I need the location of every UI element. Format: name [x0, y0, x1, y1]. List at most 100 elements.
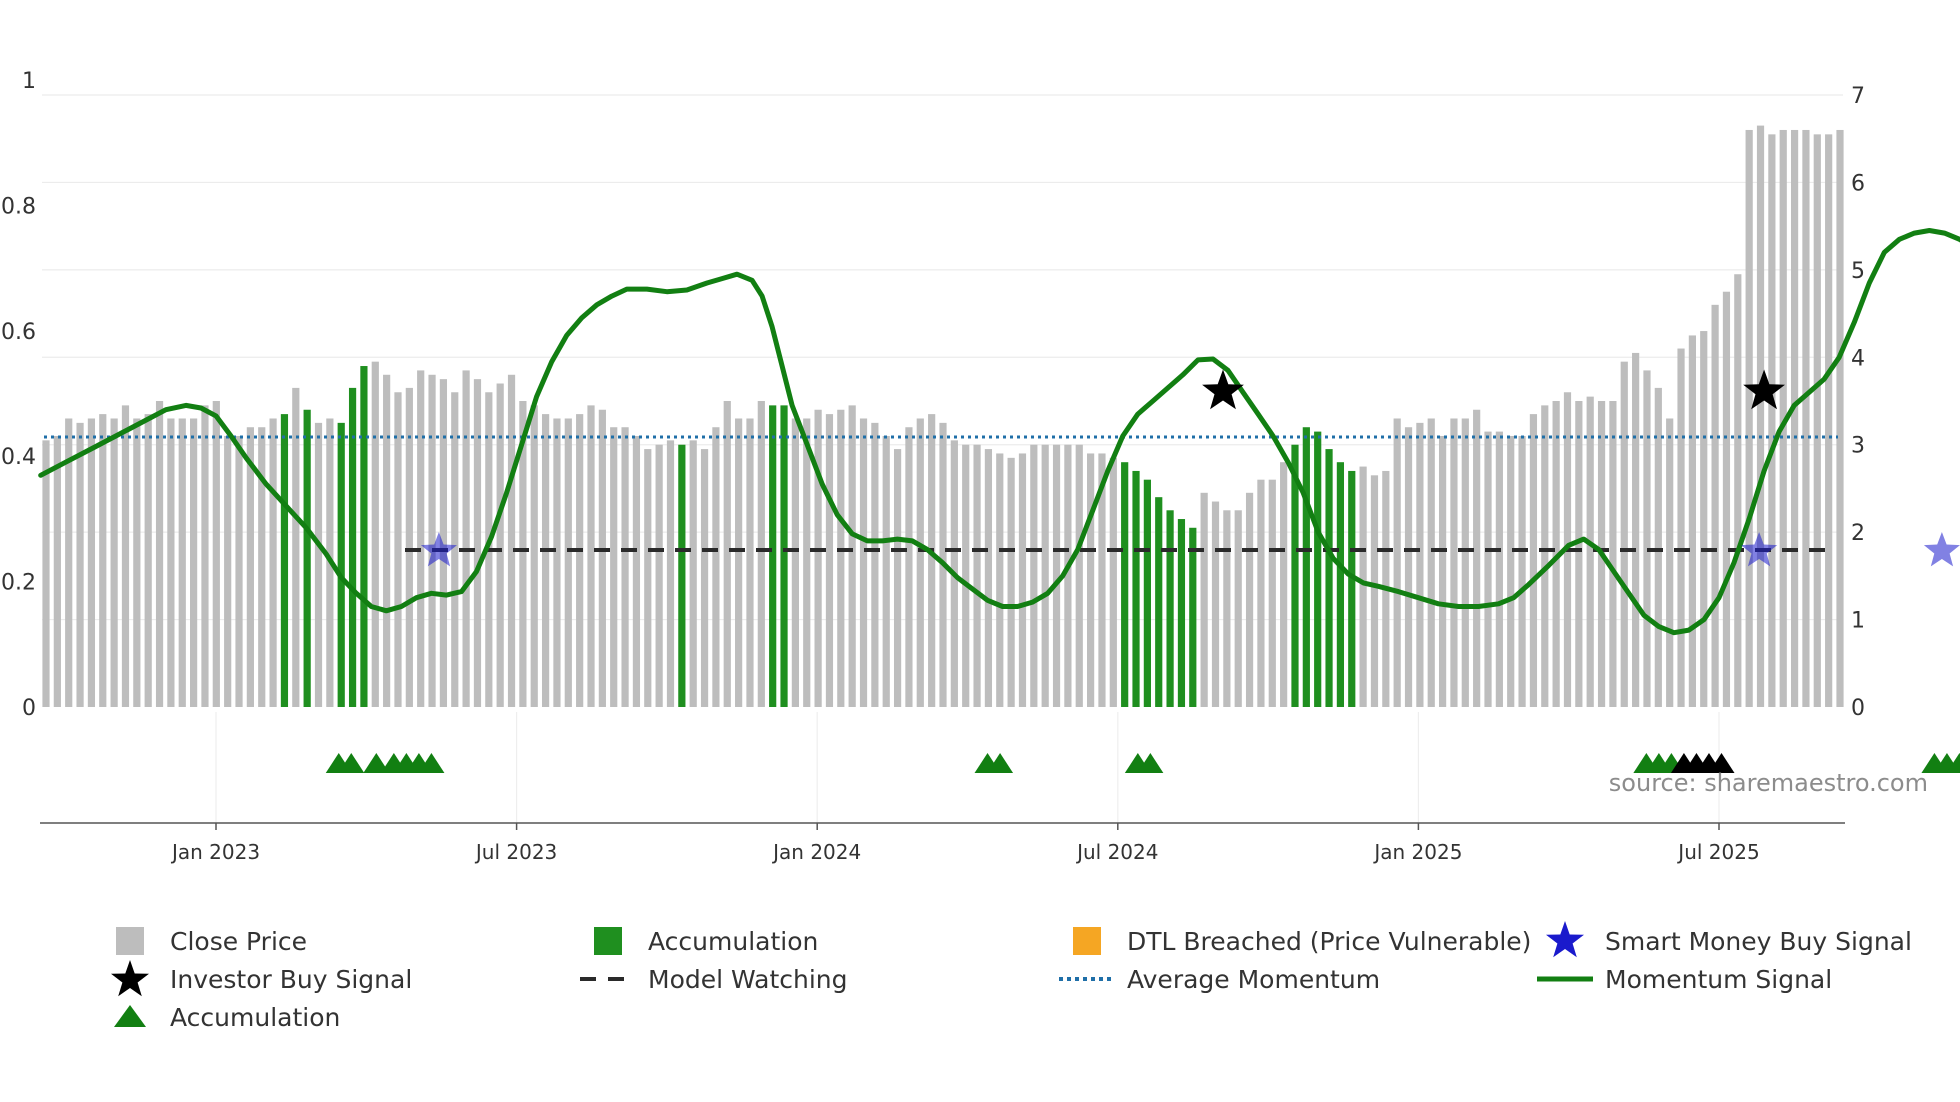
legend-swatch-smart-money	[1546, 921, 1584, 958]
accumulation-bar	[1348, 470, 1356, 707]
price-bar	[984, 449, 993, 707]
price-bar	[178, 418, 186, 707]
price-bar	[893, 449, 902, 707]
price-bar	[610, 427, 618, 707]
price-bar	[451, 392, 459, 707]
price-bar	[1200, 492, 1208, 707]
y-right-tick-0: 0	[1851, 696, 1865, 721]
price-bar	[201, 405, 209, 707]
price-bar	[757, 401, 765, 707]
y-axis-right: 0 1 2 3 4 5 6 7	[1851, 84, 1865, 721]
accumulation-triangle-1	[338, 753, 365, 773]
price-bar	[1223, 510, 1231, 707]
price-bar	[814, 409, 822, 707]
legend-label-0: Close Price	[170, 927, 307, 956]
price-bar	[1461, 418, 1469, 707]
price-bar	[1529, 414, 1538, 707]
price-bar	[587, 405, 595, 707]
price-bar	[1802, 129, 1810, 707]
x-tick-label-1: Jul 2023	[474, 840, 557, 864]
legend: Close Price Accumulation DTL Breached (Pri…	[111, 921, 1912, 1032]
price-bar	[383, 374, 391, 707]
legend-label-7: Momentum Signal	[1605, 965, 1832, 994]
accumulation-bar	[348, 387, 357, 707]
y-left-tick-2: 0.4	[1, 445, 36, 470]
price-bar	[655, 444, 663, 707]
accumulation-bar	[780, 405, 788, 707]
price-bar	[916, 418, 924, 707]
price-bar	[405, 387, 413, 707]
price-bar	[1234, 510, 1242, 707]
legend-item-0: Close Price	[116, 927, 307, 956]
price-bar	[473, 379, 482, 707]
legend-label-4: Investor Buy Signal	[170, 965, 412, 994]
price-bar	[973, 444, 981, 707]
accumulation-bar	[1121, 462, 1129, 707]
y-left-tick-1: 0.2	[1, 571, 36, 596]
legend-swatch-dtl	[1073, 927, 1101, 955]
price-bar	[666, 440, 675, 707]
price-bar	[1779, 129, 1787, 707]
accumulation-bar	[1177, 519, 1186, 707]
price-bar	[42, 440, 50, 707]
price-bar	[1064, 444, 1072, 707]
price-bar	[65, 418, 73, 707]
price-bar	[553, 418, 561, 707]
legend-swatch-accumulation	[594, 927, 622, 955]
x-axis: Jan 2023 Jul 2023 Jan 2024 Jul 2024 Jan 2025…	[40, 822, 1845, 864]
price-bar	[530, 405, 538, 707]
price-bar	[314, 422, 323, 707]
price-bar	[76, 422, 84, 707]
price-bar	[723, 401, 731, 707]
price-bar	[859, 418, 868, 707]
price-bar	[1438, 435, 1447, 707]
price-bar	[235, 435, 243, 707]
price-bar	[1268, 479, 1276, 707]
price-bar	[1654, 387, 1662, 707]
price-bar	[541, 414, 550, 707]
legend-item-6: Average Momentum	[1059, 965, 1380, 994]
price-bar	[1370, 475, 1379, 707]
accumulation-triangle-6	[418, 753, 445, 773]
price-bar	[996, 453, 1004, 707]
legend-label-1: Accumulation	[648, 927, 818, 956]
x-tick-label-5: Jul 2025	[1676, 840, 1759, 864]
y-right-tick-4: 4	[1851, 346, 1865, 371]
price-bar	[1018, 453, 1027, 707]
accumulation-bar	[360, 366, 368, 707]
legend-swatch-accumulation-marker	[114, 1005, 146, 1027]
accumulation-bar	[769, 405, 777, 707]
price-bar	[1245, 492, 1254, 707]
price-bar	[224, 435, 232, 707]
price-bar	[564, 418, 572, 707]
price-bar	[871, 422, 879, 707]
price-bar	[848, 405, 856, 707]
price-bar	[371, 361, 379, 707]
legend-item-7: Momentum Signal	[1537, 965, 1832, 994]
price-bar	[1688, 335, 1696, 707]
price-bar	[1484, 431, 1492, 707]
price-bar	[1211, 501, 1220, 707]
legend-label-8: Accumulation	[170, 1003, 340, 1032]
y-right-tick-7: 7	[1851, 84, 1865, 109]
price-bar	[1722, 291, 1731, 707]
price-bar	[1052, 444, 1061, 707]
price-bar	[598, 409, 606, 707]
price-bar	[825, 414, 834, 707]
price-bar	[837, 409, 845, 707]
legend-item-1: Accumulation	[594, 927, 818, 956]
investor-buy-star-1	[1743, 369, 1785, 410]
source-label: source: sharemaestro.com	[1609, 769, 1928, 797]
legend-label-3: Smart Money Buy Signal	[1605, 927, 1912, 956]
momentum-signal	[38, 228, 1960, 636]
price-bar	[394, 392, 402, 707]
accumulation-bar	[1302, 427, 1310, 707]
price-bar	[644, 449, 652, 707]
price-bar	[417, 370, 425, 707]
y-right-tick-3: 3	[1851, 434, 1865, 459]
price-bar	[1416, 422, 1424, 707]
price-bar	[962, 444, 970, 707]
price-bar	[700, 449, 709, 707]
accumulation-bar	[1325, 449, 1333, 707]
